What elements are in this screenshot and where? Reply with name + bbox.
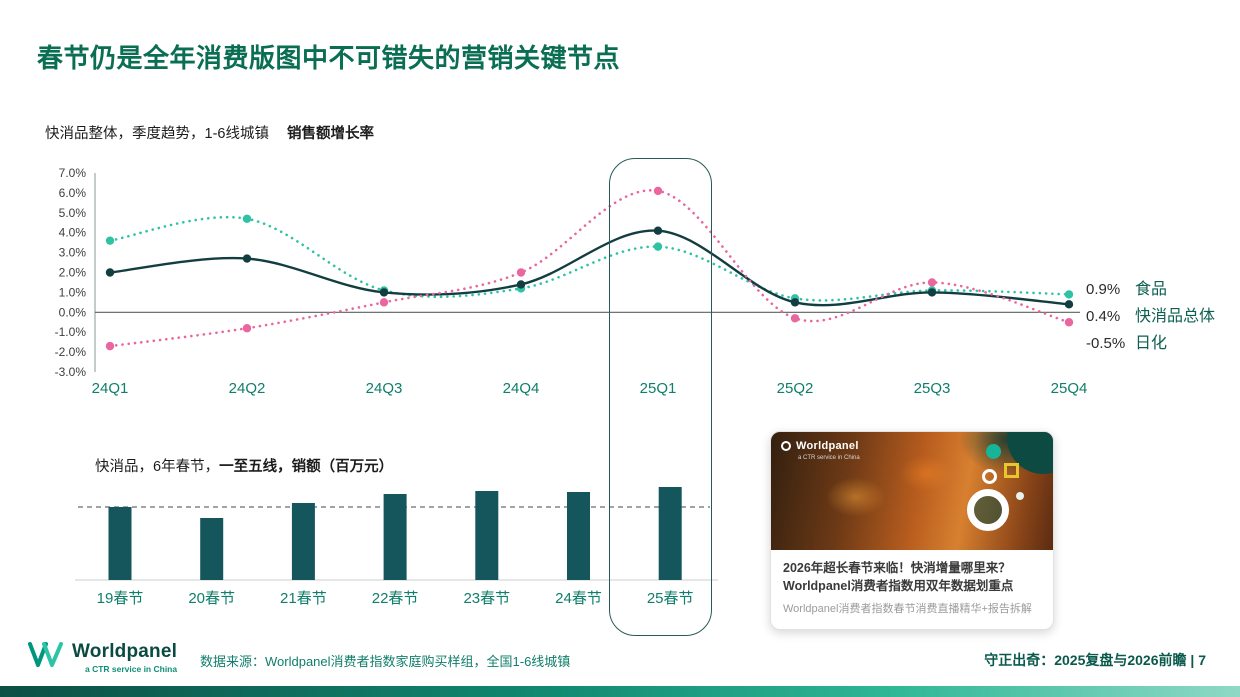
- data-point-series-2: [927, 278, 937, 287]
- deck-title-page-number: 守正出奇：2025复盘与2026前瞻 | 7: [984, 652, 1206, 668]
- bar-1: [200, 518, 224, 580]
- promo-body: 2026年超长春节来临！快消增量哪里来？Worldpanel消费者指数用双年数据…: [771, 550, 1053, 616]
- data-point-series-0: [1064, 290, 1074, 299]
- end-label-value: -0.5%: [1086, 335, 1126, 352]
- worldpanel-mini-logo-icon: [781, 441, 791, 451]
- end-label-name: 食品: [1135, 281, 1168, 298]
- worldpanel-logo-subtext: a CTR service in China: [84, 664, 178, 674]
- bar-category-label: 19春节: [97, 590, 144, 607]
- data-point-series-0: [653, 242, 663, 251]
- bar-3: [383, 494, 407, 580]
- bar-category-label: 23春节: [463, 590, 510, 607]
- y-tick-label: -3.0%: [55, 365, 87, 379]
- bar-chart-subtitle-plain: 快消品，6年春节，: [95, 459, 220, 475]
- bar-6: [658, 487, 682, 580]
- end-label-value: 0.9%: [1086, 281, 1121, 298]
- decor-big-ring: [967, 489, 1009, 531]
- promo-card[interactable]: Worldpanel a CTR service in China 2026年超…: [770, 431, 1054, 630]
- y-tick-label: 1.0%: [59, 285, 87, 299]
- bar-chart: 19春节 20春节 21春节 22春节 23春节 24春节 25春节: [75, 487, 718, 607]
- bar-category-label: 21春节: [280, 590, 327, 607]
- y-tick-label: -2.0%: [55, 345, 87, 359]
- line-chart-subtitle-plain: 快消品整体，季度趋势，1-6线城镇: [45, 126, 269, 142]
- page-title: 春节仍是全年消费版图中不可错失的营销关键节点: [37, 43, 621, 73]
- bar-5: [567, 492, 590, 580]
- bar-category-label: 25春节: [647, 590, 694, 607]
- line-series-1: [109, 229, 1070, 307]
- end-label-name: 快消品总体: [1135, 308, 1216, 325]
- data-point-series-1: [927, 288, 937, 297]
- x-axis-label: 25Q2: [777, 380, 814, 397]
- x-axis-label: 24Q1: [92, 380, 129, 397]
- promo-subline: Worldpanel消费者指数春节消费直播精华+报告拆解: [783, 603, 1032, 616]
- line-chart-subtitle: 快消品整体，季度趋势，1-6线城镇 销售额增长率: [45, 122, 374, 143]
- promo-image: Worldpanel a CTR service in China: [771, 432, 1053, 550]
- x-axis-label: 25Q3: [914, 380, 951, 397]
- x-axis-label: 24Q2: [229, 380, 266, 397]
- y-tick-label: 6.0%: [59, 186, 87, 200]
- decor-yellow-square: [1004, 463, 1019, 478]
- worldpanel-logo-text: Worldpanel a CTR service in China: [72, 641, 177, 674]
- bar-category-label: 24春节: [555, 590, 602, 607]
- y-tick-label: 2.0%: [59, 266, 87, 280]
- y-tick-label: 7.0%: [59, 166, 87, 180]
- worldpanel-logo-name: Worldpanel: [72, 641, 178, 662]
- bottom-gradient-bar: [0, 686, 1240, 697]
- decor-teal-dot: [986, 444, 1001, 459]
- promo-headline: 2026年超长春节来临！快消增量哪里来？Worldpanel消费者指数用双年数据…: [783, 561, 1014, 594]
- y-tick-label: 4.0%: [59, 226, 87, 240]
- bar-category-label: 20春节: [188, 590, 235, 607]
- bar-category-label: 22春节: [372, 590, 419, 607]
- end-label-value: 0.4%: [1086, 308, 1121, 325]
- series-end-label-fmcg-total: 0.4% 快消品总体: [1086, 302, 1215, 326]
- data-source-note: 数据来源：Worldpanel消费者指数家庭购买样组，全国1-6线城镇: [200, 654, 571, 669]
- data-point-series-2: [242, 324, 252, 333]
- y-tick-label: 5.0%: [59, 206, 87, 220]
- data-point-series-2: [516, 268, 526, 277]
- data-point-series-2: [653, 186, 663, 196]
- promo-brand-subtext: a CTR service in China: [798, 455, 860, 461]
- y-tick-label: 0.0%: [59, 305, 87, 319]
- bar-chart-subtitle-bold: 一至五线，销额（百万元）: [219, 459, 394, 475]
- x-axis-label: 25Q1: [640, 380, 677, 397]
- data-point-series-1: [790, 298, 800, 307]
- x-axis-label: 24Q3: [366, 380, 403, 397]
- bar-0: [108, 507, 132, 580]
- promo-brand: Worldpanel: [781, 440, 859, 452]
- data-point-series-1: [379, 288, 389, 297]
- data-point-series-0: [242, 214, 252, 223]
- y-tick-label: 3.0%: [59, 246, 87, 260]
- data-point-series-1: [516, 280, 526, 289]
- decor-white-ring: [982, 469, 997, 484]
- x-axis-label: 24Q4: [503, 380, 540, 397]
- data-point-series-1: [242, 254, 252, 263]
- x-axis-label: 25Q4: [1051, 380, 1088, 397]
- worldpanel-logo: Worldpanel a CTR service in China: [28, 641, 177, 674]
- data-point-series-2: [790, 314, 800, 323]
- line-series-2: [108, 189, 1071, 348]
- data-point-series-1: [653, 226, 663, 235]
- series-end-label-homecare: -0.5% 日化: [1086, 329, 1167, 353]
- data-point-series-2: [379, 298, 389, 307]
- data-point-series-1: [105, 268, 115, 277]
- bar-4: [475, 491, 499, 580]
- data-point-series-2: [1064, 318, 1074, 327]
- line-chart: 7.0% 6.0% 5.0% 4.0% 3.0% 2.0% 1.0% 0.0% -1.0% -2.…: [55, 166, 1088, 397]
- data-point-series-1: [1064, 300, 1074, 309]
- promo-brand-text: Worldpanel: [796, 440, 859, 452]
- line-chart-subtitle-bold: 销售额增长率: [287, 126, 374, 142]
- end-label-name: 日化: [1135, 335, 1168, 352]
- data-point-series-2: [105, 341, 115, 351]
- bar-chart-subtitle: 快消品，6年春节，一至五线，销额（百万元）: [95, 455, 393, 476]
- series-end-label-food: 0.9% 食品: [1086, 275, 1167, 299]
- worldpanel-w-icon: [28, 642, 63, 667]
- decor-small-dot: [1016, 492, 1024, 500]
- data-point-series-0: [105, 236, 115, 245]
- y-tick-label: -1.0%: [55, 325, 87, 339]
- bar-2: [291, 503, 315, 580]
